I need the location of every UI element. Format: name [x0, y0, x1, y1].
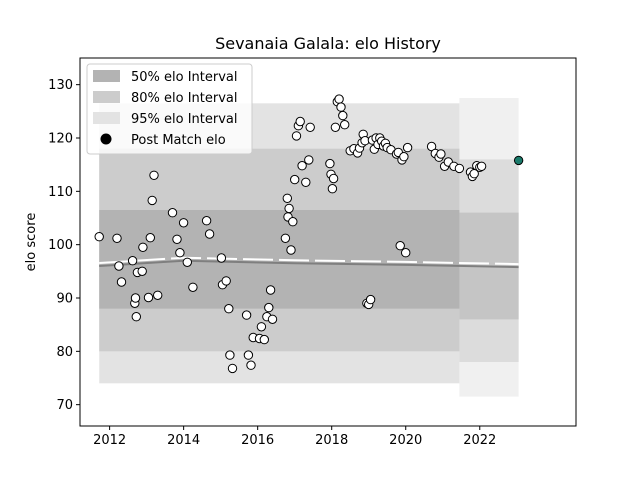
- legend-label-80: 80% elo Interval: [131, 91, 238, 106]
- data-point: [147, 195, 157, 206]
- x-tick-label: 2018: [315, 433, 348, 448]
- data-point: [201, 216, 212, 226]
- data-point: [401, 248, 411, 258]
- x-tick-label: 2016: [241, 433, 274, 448]
- data-point: [340, 120, 350, 130]
- data-point: [267, 314, 278, 324]
- data-point: [325, 158, 335, 169]
- data-point: [265, 285, 276, 295]
- data-point: [301, 177, 311, 188]
- post-match-points: [94, 94, 524, 374]
- x-tick-label: 2020: [389, 433, 422, 448]
- data-point: [365, 294, 376, 305]
- y-tick-label: 110: [48, 185, 73, 200]
- data-point: [143, 292, 154, 303]
- data-point: [264, 302, 274, 313]
- data-point: [256, 322, 267, 332]
- data-point: [288, 217, 298, 227]
- data-point: [178, 218, 189, 228]
- mean-line-path: [99, 259, 519, 269]
- legend-swatch-80: [93, 91, 120, 103]
- y-tick-label: 120: [48, 132, 73, 147]
- y-tick-label: 80: [56, 345, 73, 360]
- data-point: [290, 174, 300, 185]
- data-point: [175, 248, 185, 258]
- data-point: [338, 110, 348, 121]
- data-point: [304, 155, 314, 165]
- latest-data-point: [513, 155, 524, 166]
- legend-frame: [86, 63, 253, 155]
- data-point: [246, 360, 256, 370]
- y-tick-label: 90: [56, 292, 73, 307]
- data-point: [216, 253, 227, 263]
- data-point: [130, 293, 141, 303]
- data-point: [153, 290, 163, 300]
- data-point: [295, 116, 305, 127]
- data-point: [291, 131, 302, 141]
- data-point: [167, 208, 178, 218]
- x-tick-label: 2014: [167, 433, 200, 448]
- data-point: [328, 173, 339, 184]
- mean-elo-line: [99, 256, 519, 269]
- data-point: [402, 142, 413, 153]
- data-point: [127, 256, 138, 266]
- legend-swatch-95: [93, 112, 120, 124]
- data-point: [336, 102, 346, 112]
- data-point: [137, 266, 147, 276]
- data-point: [138, 242, 148, 253]
- y-axis: 70 80 90 100 110 120 130: [48, 78, 80, 413]
- legend-label-95: 95% elo Interval: [131, 112, 238, 127]
- data-point: [243, 350, 254, 360]
- data-point: [182, 257, 193, 267]
- chart-title: Sevanaia Galala: elo History: [215, 34, 441, 53]
- data-point: [112, 233, 122, 244]
- data-point: [188, 282, 198, 292]
- data-point: [116, 277, 127, 287]
- data-point: [305, 122, 315, 133]
- x-axis: 2012 2014 2016 2018 2020 2022: [93, 426, 496, 448]
- mean-line-highlight: [99, 256, 519, 266]
- y-tick-label: 100: [48, 238, 73, 253]
- legend-swatch-50: [93, 70, 120, 82]
- data-point: [297, 161, 307, 171]
- data-point: [436, 149, 446, 159]
- plot-area: [79, 57, 577, 427]
- data-point: [454, 163, 465, 174]
- y-tick-label: 130: [48, 78, 73, 93]
- data-point: [145, 233, 156, 243]
- data-point: [227, 363, 238, 374]
- data-point: [149, 170, 159, 181]
- data-point: [282, 193, 292, 204]
- plot-frame: [79, 57, 577, 427]
- data-point: [221, 276, 231, 286]
- data-point: [476, 161, 487, 172]
- y-tick-label: 70: [56, 398, 73, 413]
- legend: 50% elo Interval 80% elo Interval 95% el…: [86, 63, 253, 155]
- data-point: [284, 203, 294, 214]
- data-point: [204, 229, 215, 239]
- legend-label-post-match: Post Match elo: [131, 133, 226, 148]
- data-point: [330, 122, 341, 133]
- data-point: [172, 234, 182, 245]
- data-point: [225, 350, 235, 360]
- data-point: [327, 184, 338, 194]
- data-point: [286, 245, 296, 255]
- legend-marker-post-match: [100, 133, 112, 145]
- data-point: [224, 304, 234, 314]
- y-axis-label: elo score: [24, 213, 39, 272]
- legend-label-50: 50% elo Interval: [131, 70, 238, 85]
- data-point: [114, 261, 124, 271]
- data-point: [131, 312, 142, 322]
- x-tick-label: 2022: [463, 433, 496, 448]
- data-point: [241, 310, 252, 320]
- data-point: [280, 233, 291, 244]
- data-point: [94, 232, 104, 242]
- x-tick-label: 2012: [93, 433, 126, 448]
- data-point: [395, 241, 405, 251]
- data-point: [334, 94, 344, 104]
- data-point: [259, 334, 269, 345]
- data-point: [399, 152, 409, 162]
